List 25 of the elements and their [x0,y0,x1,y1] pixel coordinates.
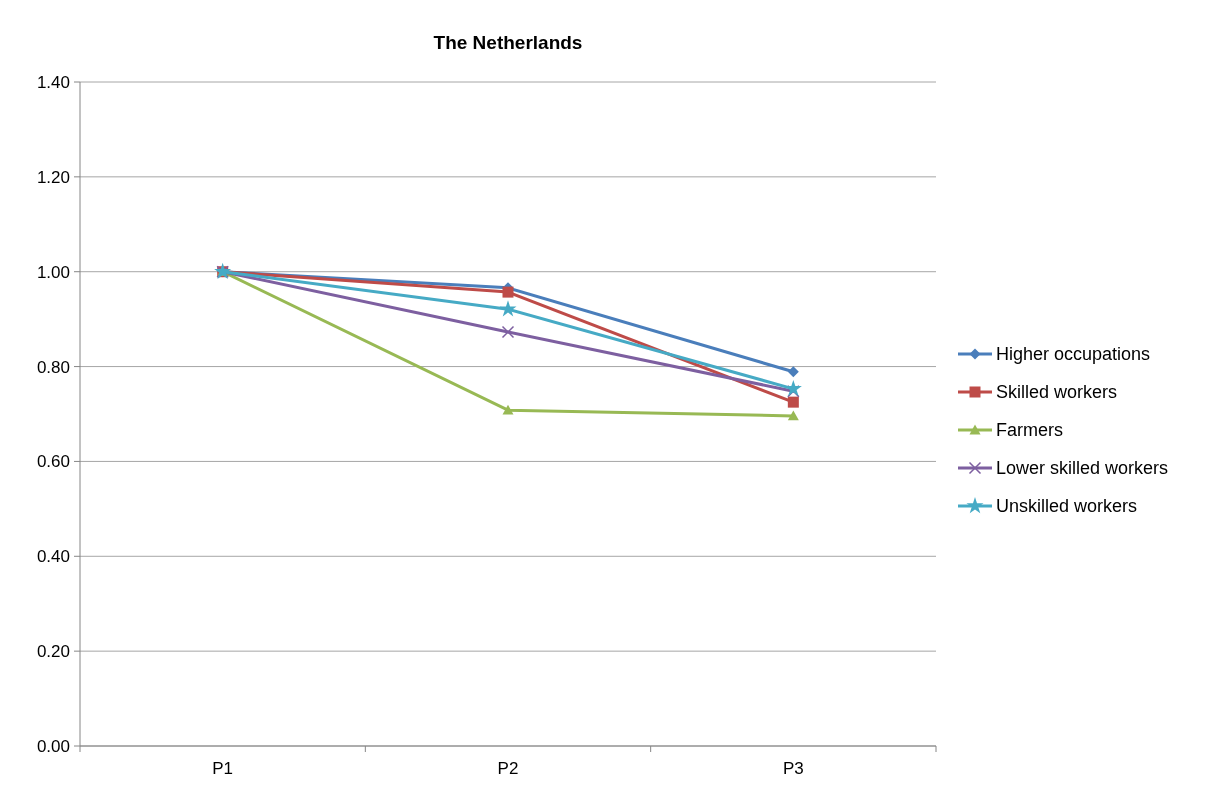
y-tick-label: 0.20 [36,642,70,662]
y-tick-label: 1.40 [36,72,70,92]
legend-label: Higher occupations [996,344,1151,365]
y-tick-label: 1.20 [36,167,70,187]
point [787,384,800,398]
y-tick-label: 0.00 [36,736,70,756]
legend-label: Lower skilled workers [996,458,1169,479]
point [787,366,799,378]
x-tick-label: P3 [782,759,804,778]
y-tick-label: 0.80 [36,357,70,377]
y-tick-label: 0.60 [36,452,70,472]
point [502,286,514,298]
point [502,404,514,415]
legend-label: Farmers [996,420,1063,441]
point [501,325,515,339]
point [787,410,799,421]
point [787,396,799,408]
chart-title: The Netherlands [433,32,583,53]
legend-label: Unskilled workers [996,496,1138,517]
y-tick-label: 1.00 [36,262,70,282]
y-tick-label: 0.40 [36,547,70,567]
x-tick-label: P1 [212,759,234,778]
point [499,300,517,317]
x-tick-label: P2 [497,759,519,778]
legend-label: Skilled workers [996,382,1118,403]
